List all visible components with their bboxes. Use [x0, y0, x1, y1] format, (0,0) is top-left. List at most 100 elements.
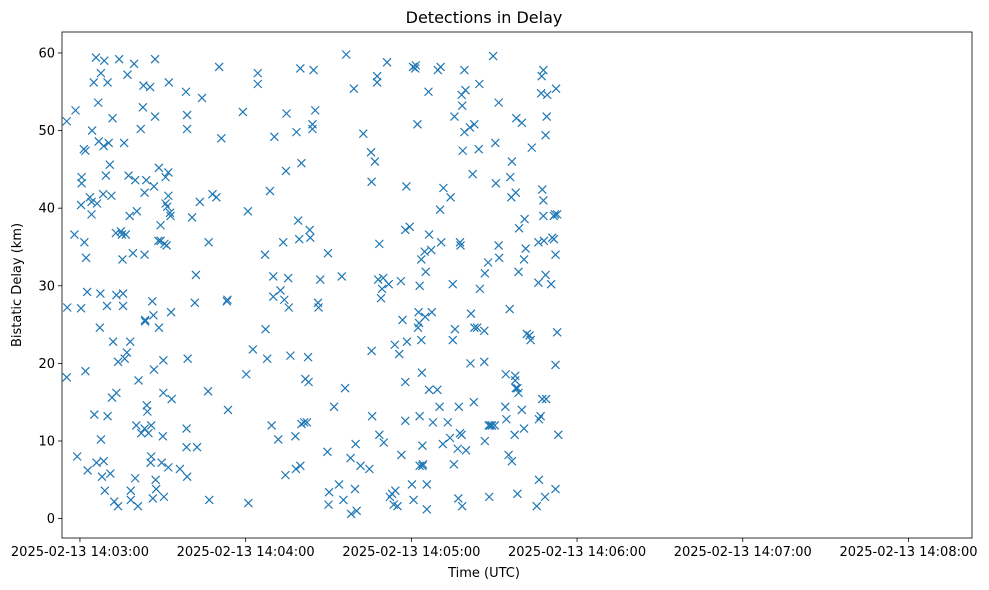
data-point	[295, 461, 305, 471]
data-point	[243, 498, 253, 508]
data-points	[62, 50, 563, 519]
data-point	[79, 237, 89, 247]
data-point	[102, 301, 112, 311]
data-point	[147, 296, 157, 306]
data-point	[125, 211, 135, 221]
data-point	[187, 213, 197, 222]
data-point	[448, 279, 458, 289]
data-point	[417, 441, 427, 451]
data-point	[141, 175, 151, 185]
data-point	[77, 178, 87, 188]
data-point	[409, 495, 418, 505]
data-point	[314, 303, 323, 312]
data-point	[488, 51, 498, 61]
data-point	[107, 191, 116, 201]
data-point	[158, 355, 168, 365]
data-point	[356, 461, 365, 471]
data-point	[551, 484, 560, 494]
data-point	[91, 53, 101, 63]
data-point	[485, 421, 495, 430]
data-point	[299, 417, 309, 427]
data-point	[491, 178, 501, 188]
data-point	[540, 492, 550, 502]
data-point	[122, 348, 132, 357]
data-point	[424, 230, 434, 239]
data-point	[156, 220, 166, 230]
data-point	[457, 501, 467, 511]
data-point	[483, 258, 493, 267]
data-point	[514, 388, 523, 398]
data-point	[154, 323, 164, 333]
data-point	[494, 253, 504, 263]
data-point	[400, 377, 410, 387]
data-point	[269, 132, 279, 142]
data-point	[422, 480, 432, 489]
data-point	[261, 324, 270, 334]
data-point	[105, 469, 115, 479]
x-tick-label: 2025-02-13 14:05:00	[342, 545, 480, 560]
data-point	[364, 464, 374, 474]
data-point	[140, 188, 150, 198]
data-point	[262, 354, 272, 364]
data-point	[413, 119, 422, 129]
data-point	[158, 431, 168, 441]
data-point	[346, 509, 356, 519]
data-point	[420, 247, 430, 257]
data-point	[87, 209, 96, 219]
data-point	[154, 163, 164, 173]
y-tick-label: 20	[38, 357, 55, 372]
data-point	[276, 286, 285, 295]
data-point	[494, 98, 504, 108]
data-point	[418, 459, 428, 469]
data-point	[265, 186, 275, 196]
data-point	[62, 372, 72, 382]
data-point	[124, 171, 133, 180]
data-point	[104, 138, 114, 148]
data-point	[144, 428, 153, 438]
data-point	[87, 197, 96, 207]
data-point	[349, 84, 359, 94]
data-point	[241, 369, 251, 379]
chart-title: Detections in Delay	[406, 8, 563, 27]
data-point	[182, 424, 191, 433]
data-point	[136, 428, 146, 438]
data-point	[182, 124, 192, 134]
data-point	[511, 383, 521, 393]
data-point	[501, 414, 511, 424]
data-point	[377, 284, 387, 294]
data-point	[341, 50, 351, 59]
data-point	[455, 237, 465, 247]
data-point	[379, 438, 389, 447]
data-point	[396, 276, 406, 286]
data-point	[118, 254, 127, 264]
x-tick-label: 2025-02-13 14:07:00	[674, 545, 812, 560]
data-point	[340, 383, 350, 393]
data-point	[100, 486, 110, 496]
x-tick-label: 2025-02-13 14:08:00	[839, 545, 977, 560]
data-point	[398, 315, 407, 325]
data-point	[290, 431, 300, 441]
data-point	[479, 357, 489, 367]
data-point	[279, 295, 289, 305]
data-point	[99, 56, 109, 66]
data-point	[494, 240, 504, 250]
data-point	[480, 436, 490, 446]
data-point	[517, 405, 527, 415]
data-point	[490, 421, 500, 430]
data-point	[400, 416, 410, 426]
data-point	[507, 157, 517, 167]
data-point	[510, 371, 520, 381]
data-point	[519, 254, 529, 264]
data-point	[542, 90, 552, 100]
data-point	[393, 501, 402, 511]
data-point	[133, 501, 143, 511]
data-point	[390, 486, 400, 496]
data-point	[324, 500, 333, 510]
data-point	[490, 138, 500, 148]
data-point	[238, 107, 248, 117]
data-point	[474, 144, 484, 154]
data-point	[376, 293, 386, 303]
data-point	[146, 452, 156, 461]
data-point	[552, 327, 562, 337]
data-point	[456, 240, 465, 250]
